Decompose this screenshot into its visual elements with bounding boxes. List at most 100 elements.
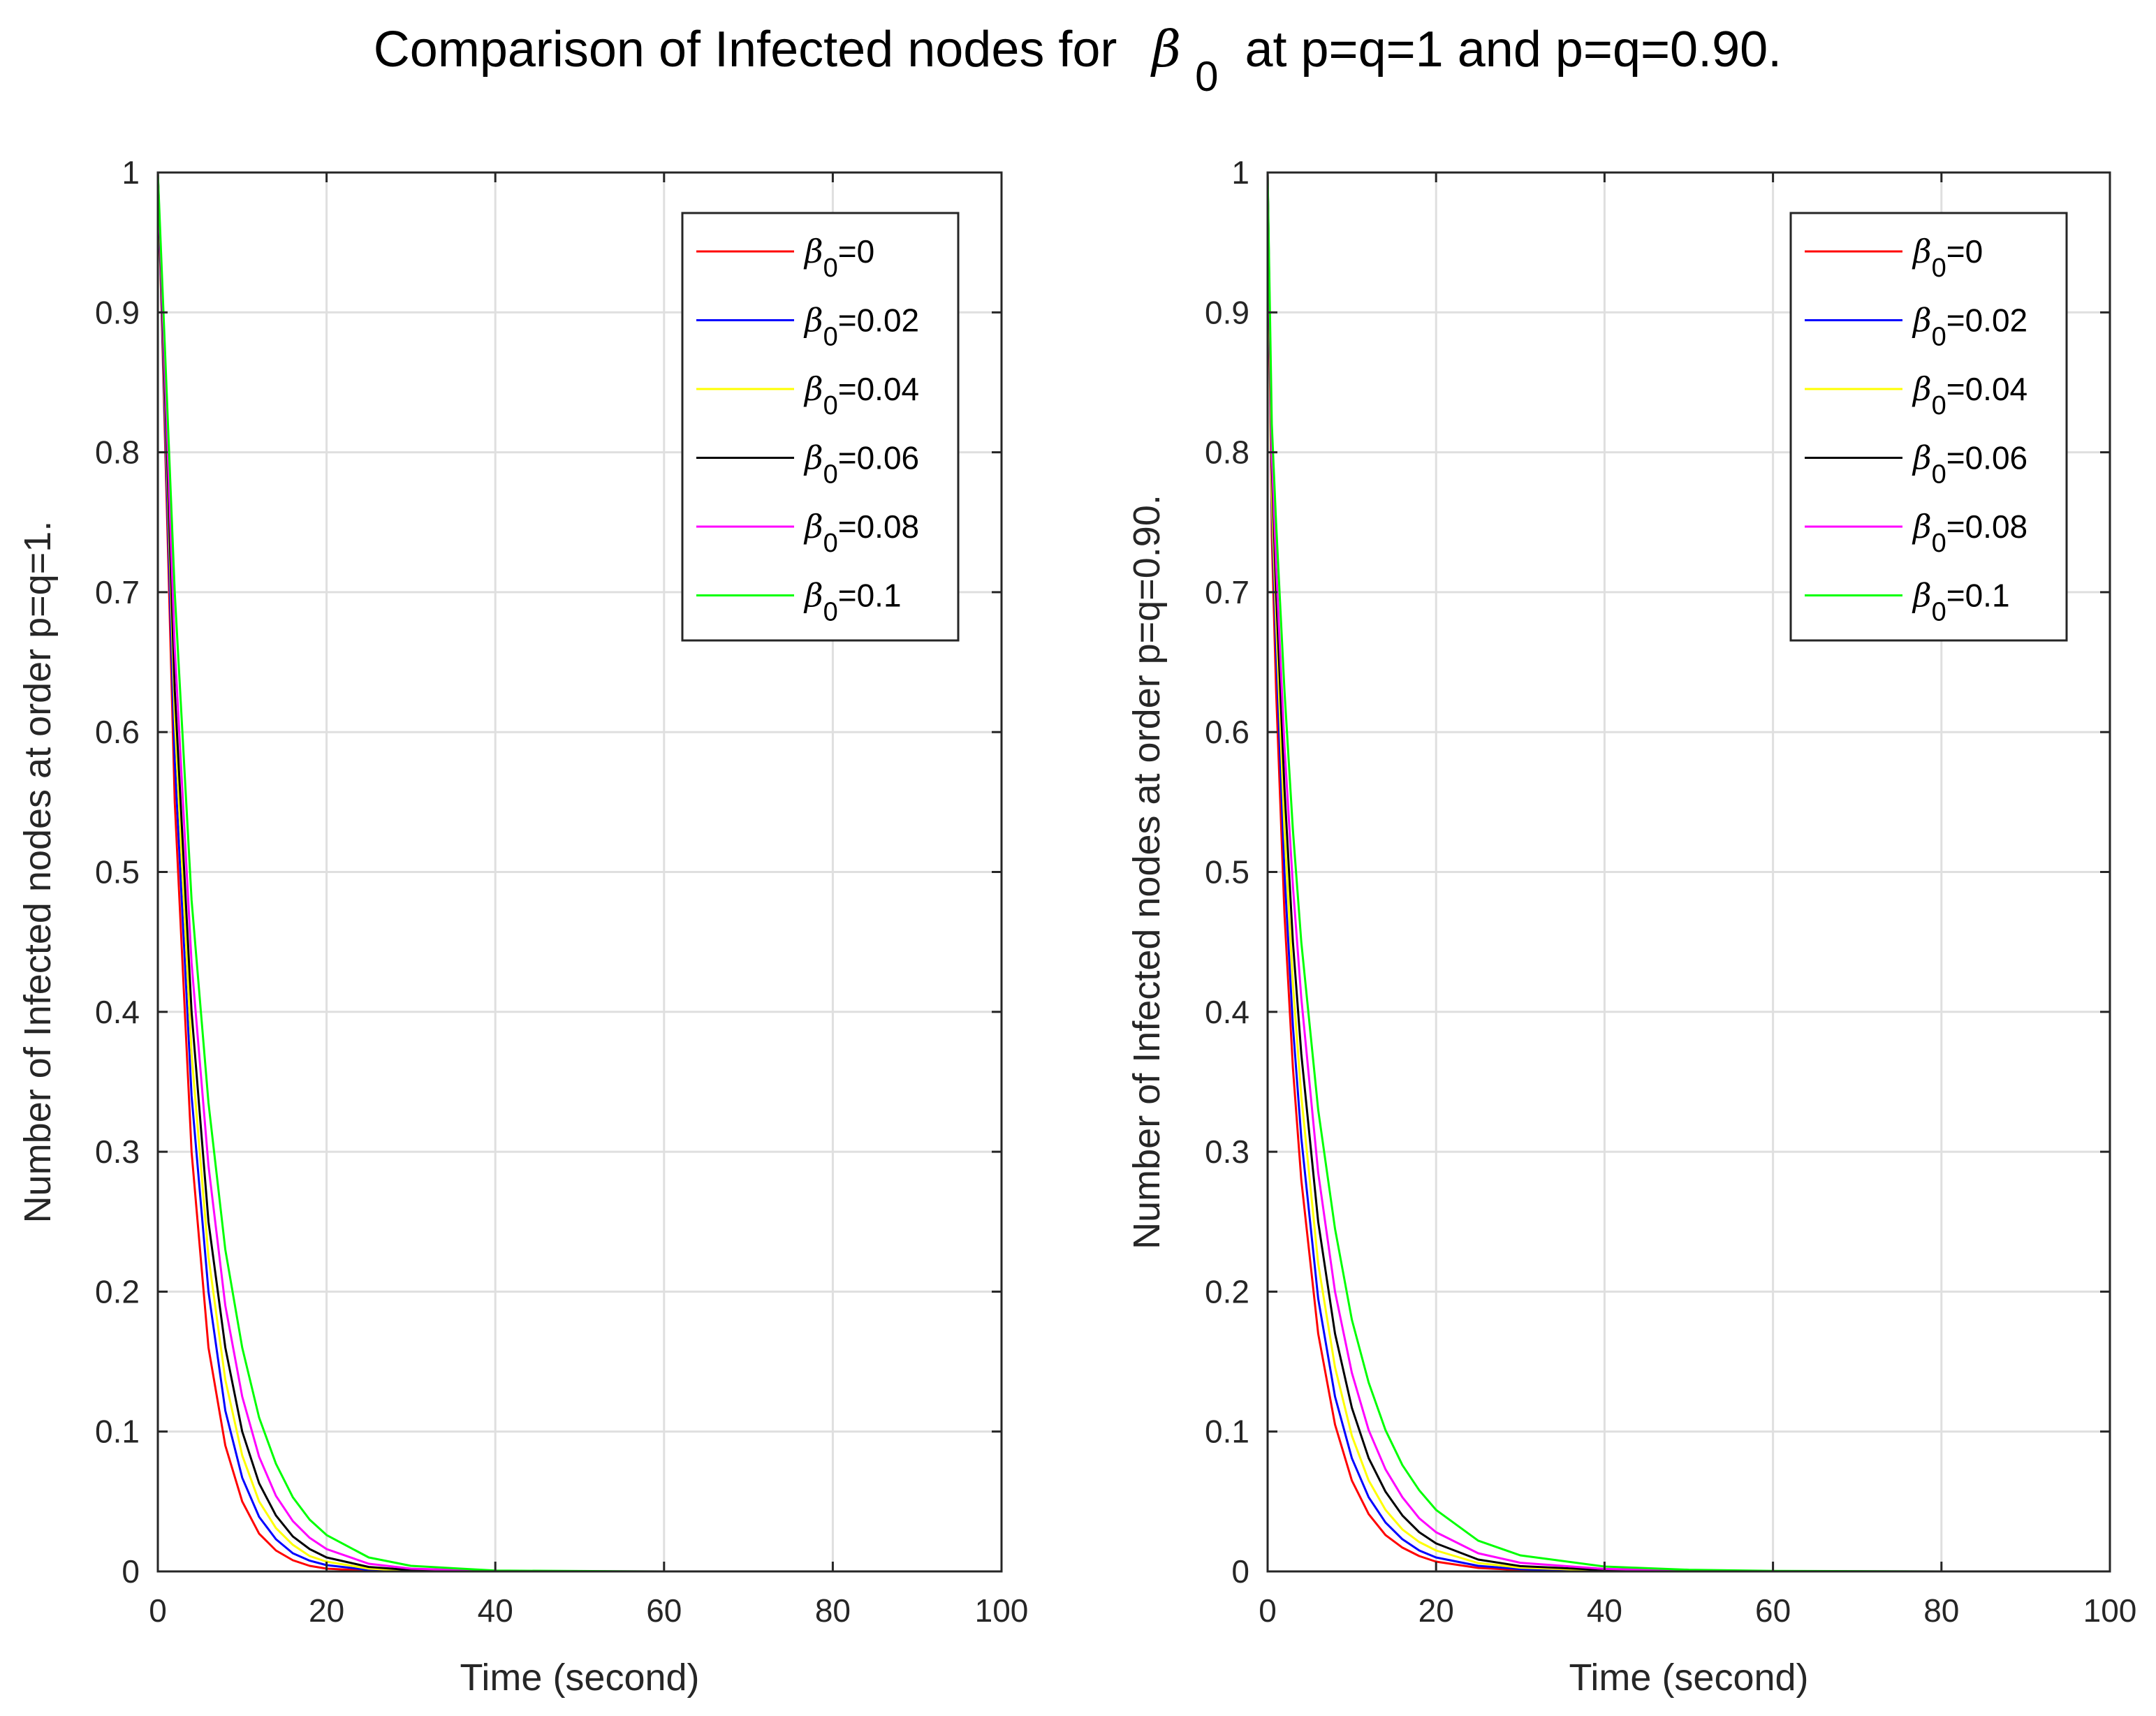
title-beta-symbol: β	[1150, 20, 1181, 78]
y-tick-label: 0.7	[95, 574, 140, 610]
legend-entry-2: β0=0.04	[803, 370, 919, 420]
legend-beta-symbol: β	[803, 233, 823, 270]
legend-entry-5: β0=0.1	[803, 577, 902, 627]
y-tick-label: 0.3	[95, 1134, 140, 1170]
y-tick-label: 0	[1231, 1553, 1249, 1590]
legend-beta-subscript: 0	[1932, 391, 1946, 420]
x-tick-label: 20	[1418, 1592, 1454, 1629]
legend-beta-subscript: 0	[1932, 460, 1946, 490]
right-subplot: 0 20 40 60 80 10000.10.20.30.40.50.60.70.80.9…	[1126, 154, 2136, 1699]
x-tick-label: 80	[1923, 1592, 1959, 1629]
legend-beta-subscript: 0	[823, 391, 838, 420]
y-tick-label: 0	[122, 1553, 140, 1590]
left-subplot: 0 20 40 60 80 10000.10.20.30.40.50.60.70.80.9…	[17, 154, 1028, 1699]
series-line-5	[1266, 172, 2110, 1573]
y-tick-label: 0.7	[1205, 574, 1249, 610]
y-tick-label: 0.1	[95, 1414, 140, 1450]
x-tick-label: 20	[309, 1592, 344, 1629]
title-prefix: Comparison of Infected nodes for	[374, 22, 1117, 78]
legend-beta-subscript: 0	[1932, 254, 1946, 283]
legend-entry-4: β0=0.08	[1912, 508, 2027, 558]
legend-beta-subscript: 0	[823, 598, 838, 627]
y-tick-label: 0.9	[1205, 294, 1249, 330]
legend-value: =0.1	[1946, 578, 2010, 614]
y-tick-label: 0.2	[95, 1273, 140, 1310]
legend-beta-symbol: β	[803, 508, 823, 545]
legend-entry-0: β0=0	[803, 233, 874, 283]
legend-box	[681, 212, 960, 642]
legend-value: =0.06	[1946, 440, 2027, 476]
legend-beta-subscript: 0	[823, 254, 838, 283]
legend-entry-1: β0=0.02	[803, 302, 919, 352]
x-tick-label: 60	[646, 1592, 682, 1629]
legend-beta-subscript: 0	[823, 323, 838, 352]
x-tick-label: 100	[2083, 1592, 2137, 1629]
legend-beta-subscript: 0	[1932, 529, 1946, 558]
legend-entry-4: β0=0.08	[803, 508, 919, 558]
series-line-4	[1266, 172, 2110, 1573]
y-tick-label: 0.9	[95, 294, 140, 330]
legend-beta-subscript: 0	[1932, 598, 1946, 627]
legend-beta-subscript: 0	[823, 529, 838, 558]
legend-entry-5: β0=0.1	[1912, 577, 2010, 627]
legend-box	[1789, 212, 2068, 642]
y-tick-label: 1	[122, 154, 140, 191]
legend-value: =0.02	[1946, 302, 2027, 339]
legend-entry-1: β0=0.02	[1912, 302, 2027, 352]
legend-beta-symbol: β	[803, 302, 823, 339]
x-tick-label: 80	[815, 1592, 851, 1629]
x-tick-label: 0	[1259, 1592, 1277, 1629]
y-tick-label: 0.4	[1205, 994, 1249, 1030]
legend-value: =0	[838, 233, 874, 270]
figure-title: Comparison of Infected nodes for β 0 at …	[374, 20, 1782, 102]
legend-beta-symbol: β	[803, 439, 823, 477]
y-axis-label: Number of Infected nodes at order p=q=0.…	[1126, 494, 1168, 1249]
legend-beta-symbol: β	[803, 577, 823, 615]
legend-value: =0.04	[838, 371, 919, 407]
legend-entry-3: β0=0.06	[1912, 439, 2027, 490]
title-beta-subscript: 0	[1195, 53, 1218, 100]
legend-value: =0.02	[838, 302, 919, 339]
y-tick-label: 0.5	[1205, 854, 1249, 890]
legend-beta-subscript: 0	[823, 460, 838, 490]
y-tick-label: 0.8	[1205, 434, 1249, 471]
legend-value: =0.08	[1946, 508, 2027, 545]
title-suffix: at p=q=1 and p=q=0.90.	[1245, 22, 1782, 78]
legend-value: =0.08	[838, 508, 919, 545]
x-tick-label: 40	[1587, 1592, 1622, 1629]
x-tick-label: 100	[975, 1592, 1029, 1629]
x-tick-label: 60	[1755, 1592, 1791, 1629]
y-tick-label: 0.4	[95, 994, 140, 1030]
legend-beta-symbol: β	[803, 370, 823, 408]
legend-beta-symbol: β	[1912, 577, 1932, 615]
legend-beta-symbol: β	[1912, 302, 1932, 339]
legend-entry-3: β0=0.06	[803, 439, 919, 490]
y-tick-label: 0.5	[95, 854, 140, 890]
legend-value: =0.1	[838, 578, 902, 614]
y-tick-label: 1	[1231, 154, 1249, 191]
x-axis-label: Time (second)	[1569, 1657, 1808, 1699]
legend-beta-symbol: β	[1912, 508, 1932, 545]
y-tick-label: 0.3	[1205, 1134, 1249, 1170]
x-tick-label: 40	[478, 1592, 513, 1629]
y-tick-label: 0.6	[1205, 714, 1249, 750]
y-tick-label: 0.2	[1205, 1273, 1249, 1310]
legend-entry-0: β0=0	[1912, 233, 1983, 283]
legend-value: =0	[1946, 233, 1983, 270]
y-tick-label: 0.6	[95, 714, 140, 750]
legend-beta-subscript: 0	[1932, 323, 1946, 352]
y-tick-label: 0.1	[1205, 1414, 1249, 1450]
legend-value: =0.04	[1946, 371, 2027, 407]
x-tick-label: 0	[149, 1592, 167, 1629]
legend-entry-2: β0=0.04	[1912, 370, 2027, 420]
legend-value: =0.06	[838, 440, 919, 476]
legend-beta-symbol: β	[1912, 233, 1932, 270]
legend-beta-symbol: β	[1912, 439, 1932, 477]
legend-beta-symbol: β	[1912, 370, 1932, 408]
y-axis-label: Number of Infected nodes at order p=q=1.	[17, 521, 59, 1224]
y-tick-label: 0.8	[95, 434, 140, 471]
x-axis-label: Time (second)	[460, 1657, 699, 1699]
